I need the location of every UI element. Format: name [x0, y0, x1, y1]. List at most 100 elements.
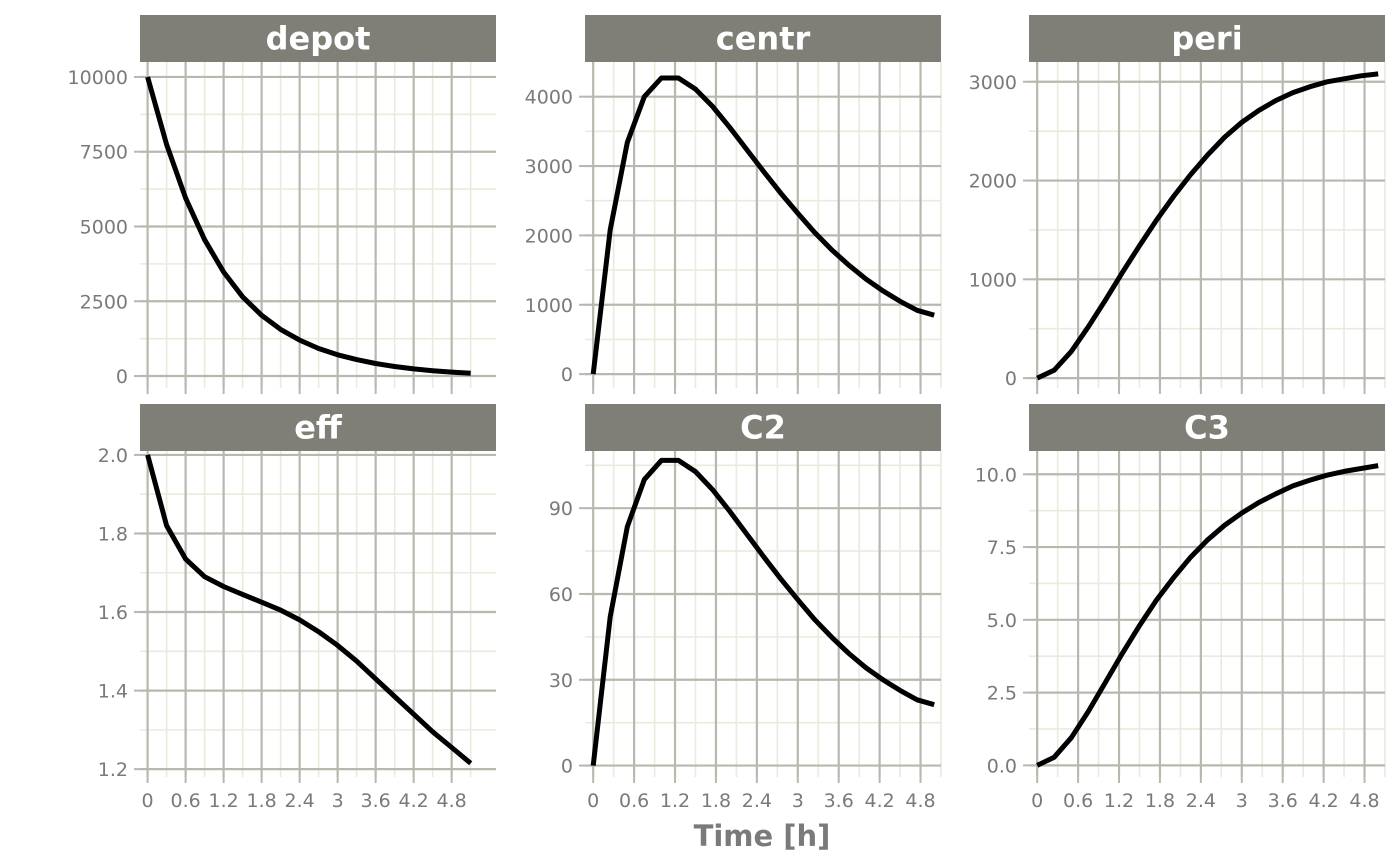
x-tick-label: 4.8	[437, 790, 467, 812]
y-tick-label: 1000	[969, 269, 1017, 291]
x-tick-label: 3	[792, 790, 804, 812]
minor-grid	[585, 62, 942, 388]
y-tick-label: 4000	[525, 87, 573, 109]
x-tick-label: 1.2	[1104, 790, 1134, 812]
y-tick-label: 7.5	[987, 537, 1017, 559]
y-tick-label: 5000	[80, 216, 128, 238]
y-axis-ticks: 0 2500 5000 7500 10000	[68, 67, 140, 388]
minor-grid	[585, 451, 942, 777]
x-tick-label: 0.6	[1063, 790, 1093, 812]
x-axis-ticks: 0 0.6 1.2 1.8 2.4 3 3.6 4.2 4.8	[1031, 777, 1380, 812]
y-tick-label: 1.2	[98, 759, 128, 781]
facet-strip-title: centr	[716, 20, 811, 58]
x-tick-label: 3.6	[361, 790, 391, 812]
facet-strip-background	[140, 15, 496, 62]
x-tick-label: 3	[1236, 790, 1248, 812]
major-grid	[140, 62, 496, 388]
panel-centr: 00.61.21.82.433.64.24.801000200030004000…	[525, 15, 942, 423]
facet-strip-title: depot	[266, 20, 371, 58]
y-tick-label: 2000	[969, 171, 1017, 193]
x-axis-title: Time [h]	[694, 819, 831, 853]
y-tick-label: 10000	[68, 67, 128, 89]
panel-c2: 0 0.6 1.2 1.8 2.4 3 3.6 4.2 4.8 0 30 60 90 C2	[549, 404, 942, 812]
panel-depot: 00.61.21.82.433.64.24.802500500075001000…	[68, 15, 496, 423]
y-tick-label: 30	[549, 670, 573, 692]
facet-strip-depot: depot	[140, 15, 496, 62]
facet-strip-title: peri	[1171, 20, 1242, 58]
y-axis-ticks: 0.0 2.5 5.0 7.5 10.0	[975, 464, 1029, 777]
facet-strip-background	[140, 404, 496, 451]
x-tick-label: 4.2	[399, 790, 429, 812]
facet-strip-title: eff	[294, 409, 343, 447]
x-tick-label: 3.6	[1268, 790, 1298, 812]
y-tick-label: 3000	[525, 156, 573, 178]
facet-strip-c2: C2	[585, 404, 941, 451]
series-line-peri	[1036, 71, 1379, 381]
minor-grid	[140, 451, 496, 777]
facet-strip-peri: peri	[1029, 15, 1385, 62]
y-tick-label: 2000	[525, 225, 573, 247]
x-tick-label: 1.2	[660, 790, 690, 812]
x-tick-label: 2.4	[742, 790, 772, 812]
x-tick-label: 1.2	[209, 790, 239, 812]
series-line-depot	[145, 76, 471, 376]
facet-strip-eff: eff	[140, 404, 496, 451]
panel-c3: 0 0.6 1.2 1.8 2.4 3 3.6 4.2 4.8 0.0 2.5 5.0 7.5 10.0 C…	[975, 404, 1386, 812]
y-tick-label: 1000	[525, 295, 573, 317]
x-tick-label: 4.8	[905, 790, 935, 812]
panel-grid: 0 0.6 1.2 1.8 2.4 3 3.6 4.2 4.8 0 2500 5000 7500 1000…	[68, 15, 1386, 812]
facet-strip-background	[585, 15, 941, 62]
x-tick-label: 4.2	[1309, 790, 1339, 812]
x-tick-label: 3	[332, 790, 344, 812]
y-axis-ticks: 0 1000 2000 3000	[969, 72, 1029, 390]
y-tick-label: 0	[116, 366, 128, 388]
facet-strip-centr: centr	[585, 15, 941, 62]
x-tick-label: 1.8	[247, 790, 277, 812]
y-tick-label: 3000	[969, 72, 1017, 94]
x-tick-label: 0	[142, 790, 154, 812]
panel-peri: 00.61.21.82.433.64.24.80100020003000peri	[969, 15, 1386, 423]
x-axis-ticks: 0 0.6 1.2 1.8 2.4 3 3.6 4.2 4.8	[587, 777, 936, 812]
y-tick-label: 5.0	[987, 610, 1017, 632]
x-tick-label: 4.8	[1349, 790, 1379, 812]
series-line-centr	[590, 75, 935, 375]
major-grid	[585, 62, 941, 388]
y-tick-label: 0.0	[987, 755, 1017, 777]
facet-strip-background	[1029, 404, 1385, 451]
facet-strip-c3: C3	[1029, 404, 1385, 451]
y-tick-label: 60	[549, 584, 573, 606]
minor-grid	[1029, 62, 1386, 388]
x-tick-label: 1.8	[701, 790, 731, 812]
x-tick-label: 0.6	[619, 790, 649, 812]
x-axis-ticks: 0 0.6 1.2 1.8 2.4 3 3.6 4.2 4.8	[142, 777, 467, 812]
y-axis-ticks: 1.2 1.4 1.6 1.8 2.0	[98, 445, 140, 781]
x-tick-label: 0.6	[170, 790, 200, 812]
y-tick-label: 2.0	[98, 445, 128, 467]
y-axis-ticks: 0 30 60 90	[549, 498, 585, 778]
major-grid	[1029, 451, 1385, 777]
minor-grid	[1029, 451, 1386, 777]
y-tick-label: 7500	[80, 142, 128, 164]
x-tick-label: 1.8	[1145, 790, 1175, 812]
minor-grid	[140, 62, 496, 388]
x-tick-label: 4.2	[865, 790, 895, 812]
y-tick-label: 1.6	[98, 602, 128, 624]
y-tick-label: 0	[561, 364, 573, 386]
y-tick-label: 90	[549, 498, 573, 520]
y-tick-label: 1.8	[98, 523, 128, 545]
facet-strip-background	[1029, 15, 1385, 62]
x-tick-label: 0	[1031, 790, 1043, 812]
x-tick-label: 2.4	[1186, 790, 1216, 812]
y-tick-label: 2500	[80, 291, 128, 313]
facet-strip-title: C2	[740, 409, 786, 447]
y-tick-label: 1.4	[98, 681, 128, 703]
major-grid	[1029, 62, 1385, 388]
x-tick-label: 3.6	[824, 790, 854, 812]
facet-strip-background	[585, 404, 941, 451]
series-line-c2	[590, 457, 935, 766]
y-tick-label: 10.0	[975, 464, 1017, 486]
facet-strip-title: C3	[1184, 409, 1230, 447]
y-tick-label: 2.5	[987, 683, 1017, 705]
series-line-c3	[1036, 463, 1379, 768]
